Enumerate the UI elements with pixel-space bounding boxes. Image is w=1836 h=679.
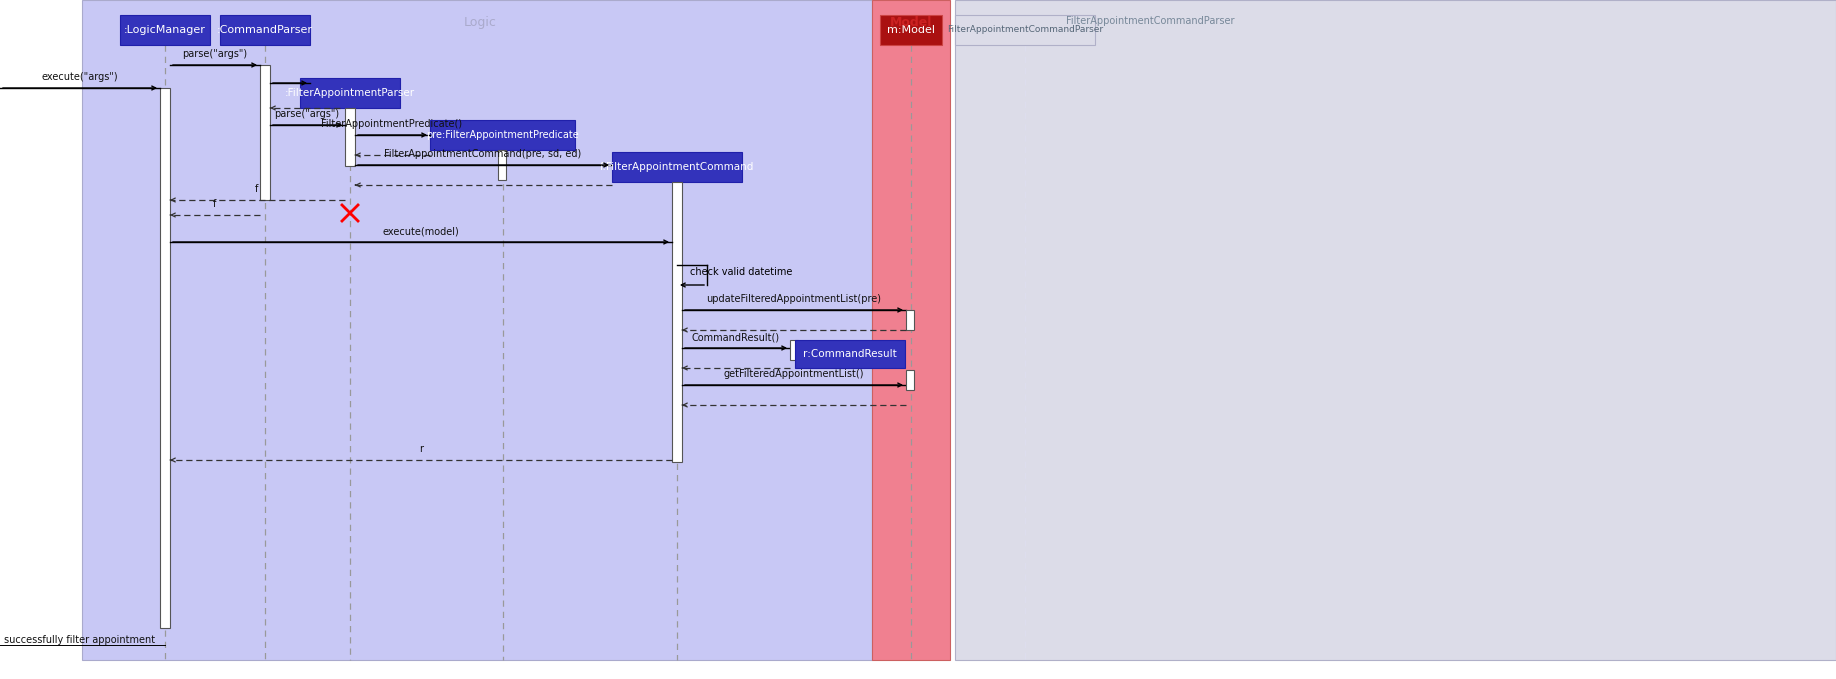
Text: :CommandParser: :CommandParser: [217, 25, 312, 35]
Text: m:Model: m:Model: [887, 25, 935, 35]
Text: CommandResult(): CommandResult(): [692, 332, 780, 342]
Bar: [905, 310, 914, 330]
Text: Logic: Logic: [463, 16, 496, 29]
Bar: [261, 65, 270, 200]
Text: getFilteredAppointmentList(): getFilteredAppointmentList(): [723, 369, 865, 379]
Text: parse("args"): parse("args"): [182, 49, 248, 59]
Bar: [955, 15, 1094, 45]
Bar: [160, 88, 171, 628]
Text: r: r: [419, 444, 422, 454]
Text: successfully filter appointment: successfully filter appointment: [4, 635, 154, 645]
Text: f: f: [213, 199, 217, 209]
Text: r:CommandResult: r:CommandResult: [802, 349, 896, 359]
Text: updateFilteredAppointmentList(pre): updateFilteredAppointmentList(pre): [707, 294, 881, 304]
Bar: [430, 120, 575, 150]
Bar: [299, 78, 400, 108]
Text: check valid datetime: check valid datetime: [690, 267, 793, 277]
Bar: [789, 340, 799, 360]
Text: FilterAppointmentPredicate(): FilterAppointmentPredicate(): [321, 119, 463, 129]
Text: FilterAppointmentCommandParser: FilterAppointmentCommandParser: [1065, 16, 1234, 26]
Text: Model: Model: [890, 16, 933, 29]
Bar: [119, 15, 209, 45]
Bar: [795, 340, 905, 368]
Text: :LogicManager: :LogicManager: [125, 25, 206, 35]
Bar: [498, 150, 507, 180]
Text: FilterAppointmentCommandParser: FilterAppointmentCommandParser: [947, 26, 1103, 35]
Bar: [83, 0, 872, 660]
Bar: [879, 15, 942, 45]
Text: parse("args"): parse("args"): [274, 109, 340, 119]
Text: f: f: [255, 184, 259, 194]
Text: :FilterAppointmentParser: :FilterAppointmentParser: [285, 88, 415, 98]
Bar: [905, 370, 914, 390]
Bar: [955, 0, 1836, 660]
Bar: [872, 0, 949, 660]
Bar: [611, 152, 742, 182]
Text: execute("args"): execute("args"): [42, 72, 118, 82]
Text: pre:FilterAppointmentPredicate: pre:FilterAppointmentPredicate: [426, 130, 578, 140]
Bar: [672, 182, 681, 462]
Text: FilterAppointmentCommand(pre, sd, ed): FilterAppointmentCommand(pre, sd, ed): [384, 149, 582, 159]
Text: execute(model): execute(model): [382, 226, 459, 236]
Bar: [220, 15, 310, 45]
Bar: [345, 108, 354, 166]
Text: f:FilterAppointmentCommand: f:FilterAppointmentCommand: [600, 162, 755, 172]
